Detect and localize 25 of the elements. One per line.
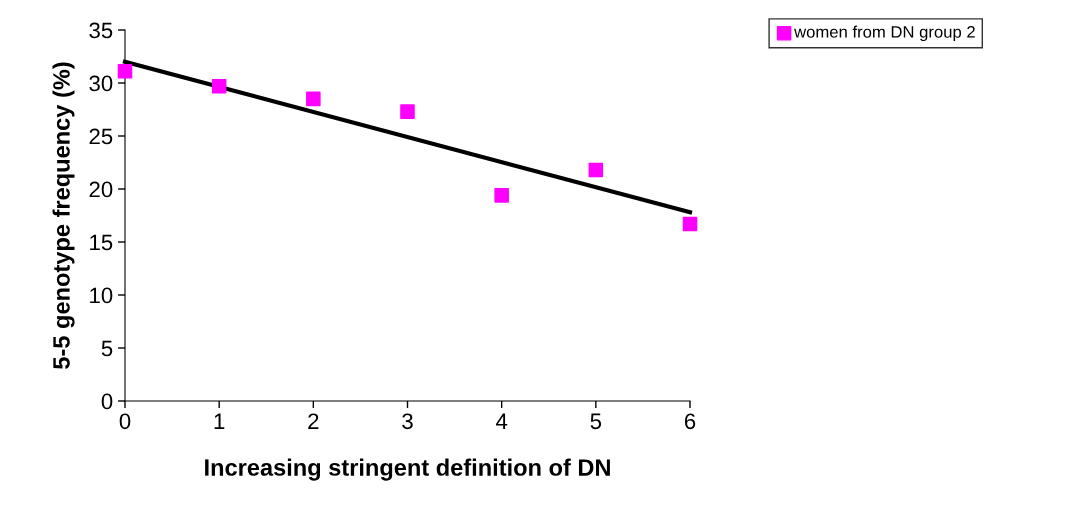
point — [682, 216, 698, 232]
x-tick-label: 5 — [590, 413, 602, 430]
legend-label: women from DN group 2 — [794, 25, 975, 42]
x-tick-label: 3 — [402, 413, 413, 430]
y-tick-label: 20 — [89, 181, 113, 198]
point — [494, 188, 509, 203]
point — [306, 91, 321, 107]
y-tick-label: 5 — [101, 340, 113, 357]
x-tick-label: 2 — [308, 413, 319, 429]
point — [400, 104, 415, 119]
y-tick-label: 0 — [101, 393, 113, 410]
point — [588, 162, 604, 178]
y-axis-title: 5-5 genotype frequency (%) — [52, 62, 75, 369]
point — [117, 64, 133, 79]
x-tick-label: 0 — [119, 413, 131, 430]
x-tick-label: 1 — [214, 413, 225, 429]
x-tick-label: 6 — [684, 413, 696, 430]
y-tick-label: 30 — [89, 75, 113, 92]
x-tick-label: 4 — [496, 413, 508, 429]
y-tick-label: 25 — [89, 128, 113, 145]
y-tick-label: 15 — [90, 234, 113, 251]
y-tick-label: 35 — [89, 22, 113, 39]
y-tick-label: 10 — [90, 287, 113, 304]
point — [211, 78, 227, 94]
x-axis-title: Increasing stringent definition of DN — [205, 458, 610, 481]
